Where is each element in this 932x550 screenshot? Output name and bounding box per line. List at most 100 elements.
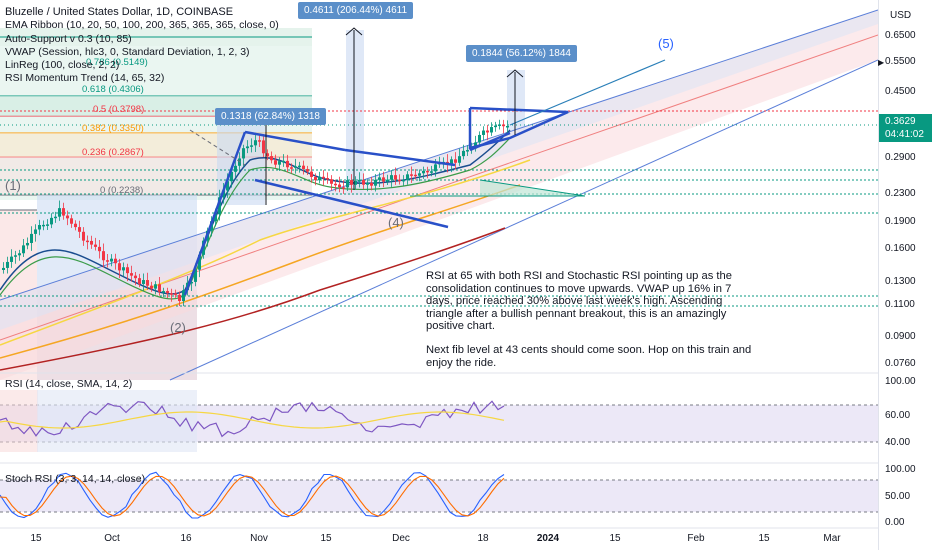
- wave-5-label: (5): [658, 36, 674, 51]
- candle-body: [182, 290, 185, 301]
- indicator-auto-support[interactable]: Auto-Support v 0.3 (10, 85): [5, 32, 132, 45]
- candle-body: [430, 171, 433, 173]
- time-tick: 15: [609, 533, 621, 544]
- candle-body: [494, 125, 497, 128]
- time-tick: Feb: [687, 533, 705, 544]
- candle-body: [174, 293, 177, 295]
- candle-body: [18, 253, 21, 256]
- candle-body: [330, 179, 333, 184]
- candle-body: [258, 140, 261, 142]
- fib-label-0382: 0.382 (0.3350): [82, 123, 144, 134]
- currency-label[interactable]: USD: [890, 10, 912, 21]
- candle-body: [478, 134, 481, 143]
- candle-body: [354, 181, 357, 185]
- symbol-title[interactable]: Bluzelle / United States Dollar, 1D, COI…: [5, 6, 234, 18]
- candle-body: [2, 267, 5, 270]
- indicator-rsi-momentum[interactable]: RSI Momentum Trend (14, 65, 32): [5, 72, 165, 85]
- stoch-tick: 50.00: [885, 491, 911, 502]
- candle-body: [410, 174, 413, 176]
- candle-body: [190, 281, 193, 284]
- candle-body: [294, 166, 297, 168]
- indicator-ema-ribbon[interactable]: EMA Ribbon (10, 20, 50, 100, 200, 365, 3…: [5, 19, 279, 32]
- candle-body: [234, 165, 237, 172]
- fib-band-c: [0, 157, 312, 195]
- candle-body: [386, 179, 389, 182]
- candle-body: [242, 148, 245, 159]
- candle-body: [110, 258, 113, 262]
- impulse-line: [183, 131, 247, 296]
- candle-countdown: 04:41:02: [885, 129, 924, 140]
- candle-body: [26, 242, 29, 246]
- candle-body: [78, 227, 81, 232]
- ascending-triangle: [468, 106, 569, 150]
- candle-body: [162, 291, 165, 293]
- rsi-tick: 40.00: [885, 437, 911, 448]
- candle-body: [54, 216, 57, 219]
- candle-body: [482, 130, 485, 135]
- fib-label-0618: 0.618 (0.4306): [82, 84, 144, 95]
- candle-body: [262, 140, 265, 154]
- measure-label-1[interactable]: 0.4611 (206.44%) 4611: [298, 2, 414, 19]
- price-tick: 0.0900: [885, 331, 916, 342]
- candle-body: [166, 291, 169, 294]
- candle-body: [70, 218, 73, 224]
- candle-body: [382, 177, 385, 182]
- candle-body: [170, 293, 173, 295]
- pennant-lower: [254, 178, 449, 229]
- stoch-tick: 100.00: [885, 464, 916, 475]
- candle-body: [146, 280, 149, 286]
- price-axis[interactable]: 0.6500 0.5500 0.4500 0.3629 04:41:02 0.2…: [878, 0, 932, 550]
- candle-body: [402, 179, 405, 182]
- candle-body: [62, 208, 65, 216]
- candle-body: [154, 284, 157, 289]
- rsi-pane-legend[interactable]: RSI (14, close, SMA, 14, 2): [5, 378, 133, 390]
- price-tick: 0.1600: [885, 243, 916, 254]
- indicator-vwap[interactable]: VWAP (Session, hlc3, 0, Standard Deviati…: [5, 45, 250, 58]
- time-tick: 16: [180, 533, 192, 544]
- candle-body: [454, 159, 457, 163]
- candle-body: [462, 150, 465, 157]
- price-tick: 0.2900: [885, 152, 916, 163]
- chart-area[interactable]: Bluzelle / United States Dollar, 1D, COI…: [0, 0, 878, 550]
- measure-label-2[interactable]: 0.1844 (56.12%) 1844: [466, 45, 577, 62]
- wave-2-label: (2): [170, 320, 186, 335]
- chart-legend[interactable]: Bluzelle / United States Dollar, 1D, COI…: [5, 6, 279, 86]
- fib-label-0786: 0.786 (0.5149): [86, 57, 148, 68]
- stoch-d-line: [0, 475, 505, 517]
- linreg-bottom-line: [169, 59, 878, 381]
- candle-body: [122, 267, 125, 271]
- candle-body: [10, 256, 13, 262]
- candle-body: [130, 273, 133, 276]
- rsi-ma-line: [0, 411, 505, 429]
- price-chart-canvas[interactable]: [0, 0, 878, 550]
- stoch-pane-legend[interactable]: Stoch RSI (3, 3, 14, 14, close): [5, 473, 146, 485]
- linreg-top-line: [0, 9, 878, 301]
- candle-body: [346, 180, 349, 188]
- candle-body: [398, 179, 401, 182]
- candle-body: [22, 245, 25, 254]
- candle-body: [98, 246, 101, 252]
- candle-body: [90, 240, 93, 245]
- time-tick: 15: [30, 533, 42, 544]
- candle-body: [6, 261, 9, 268]
- ema-ribbon: [0, 137, 511, 300]
- measure-label-3[interactable]: 0.1318 (62.84%) 1318: [215, 108, 326, 125]
- candle-body: [266, 153, 269, 157]
- vwap-line: [0, 129, 511, 295]
- candle-body: [270, 156, 273, 161]
- stoch-k-line: [0, 471, 505, 519]
- candle-body: [250, 145, 253, 147]
- wave-4-label: (4): [388, 215, 404, 230]
- current-price-value: 0.3629: [885, 116, 916, 127]
- candle-body: [274, 160, 277, 165]
- ema-red: [0, 227, 506, 371]
- linreg-channel: [0, 10, 878, 380]
- candle-body: [414, 174, 417, 177]
- candle-body: [58, 208, 61, 217]
- rsi-tick: 60.00: [885, 410, 911, 421]
- measure-band-1: [346, 30, 364, 195]
- fib-label-0236: 0.236 (0.2867): [82, 147, 144, 158]
- indicator-linreg[interactable]: LinReg (100, close, 2, 2): [5, 59, 120, 72]
- candle-body: [350, 180, 353, 185]
- current-price-tag: 0.3629 04:41:02: [879, 114, 932, 142]
